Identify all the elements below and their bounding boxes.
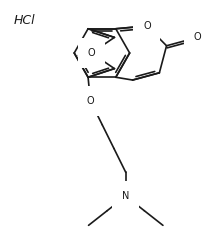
Text: O: O — [194, 32, 202, 42]
Text: N: N — [122, 191, 129, 201]
Text: O: O — [87, 96, 94, 106]
Text: HCl: HCl — [13, 14, 35, 27]
Text: O: O — [88, 48, 95, 58]
Text: O: O — [143, 21, 151, 31]
